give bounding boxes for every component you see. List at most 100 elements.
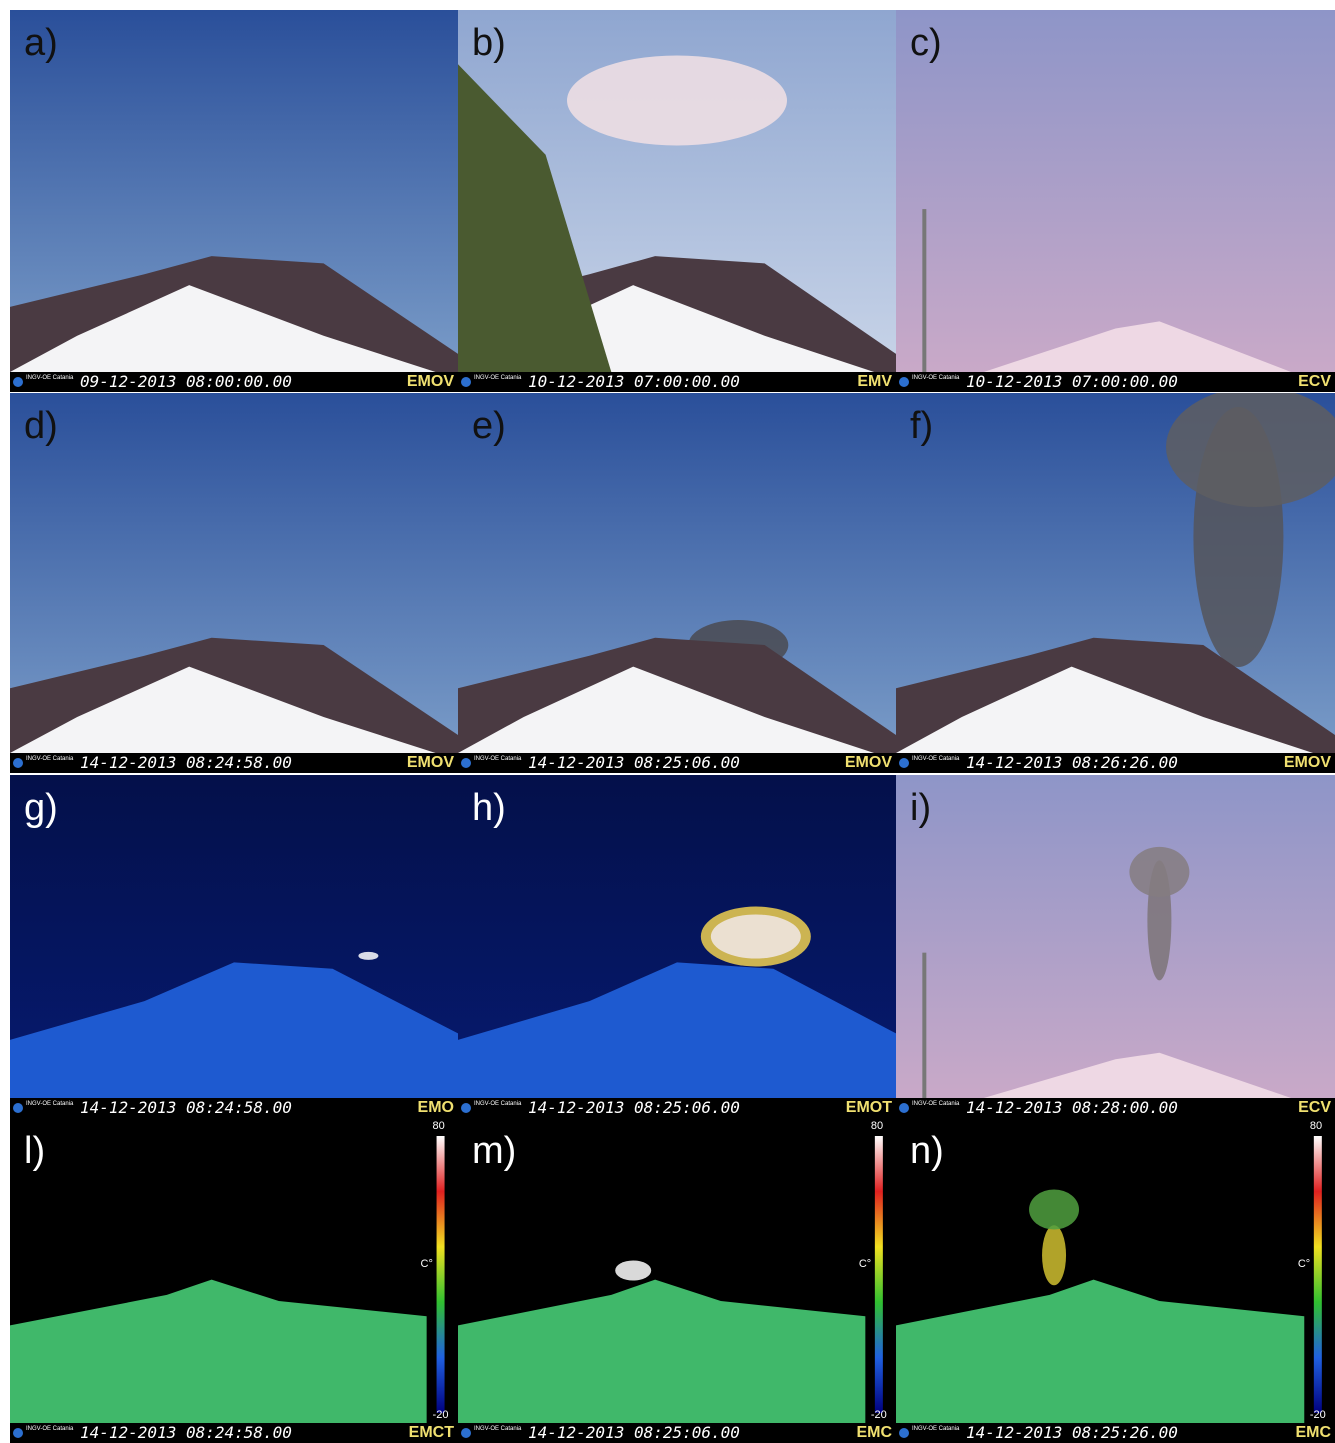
camera-code: EMC [856,1423,892,1443]
plume [1042,1225,1066,1285]
timestamp: 14-12-2013 08:28:00.00 [966,1098,1178,1118]
plume [711,915,801,959]
scene [458,1118,896,1423]
timestamp-bar: INGV-OE Catania10-12-2013 07:00:00.00ECV [896,372,1335,392]
logo: INGV-OE Catania [26,1426,56,1433]
timestamp-bar: INGV-OE Catania 14-12-2013 08:24:58.00 EMO… [10,753,458,773]
timestamp-bar: INGV-OE Catania14-12-2013 08:24:58.00EMC… [10,1423,458,1443]
timestamp-bar: INGV-OE Catania 14-12-2013 08:28:00.00 ECV [896,1098,1335,1118]
camera-code: EMOV [407,372,454,392]
panel-label: l) [24,1130,45,1173]
logo-icon [899,758,909,768]
logo-icon [13,1428,23,1438]
logo: INGV-OE Catania [26,756,56,763]
camera-code: ECV [1298,1098,1331,1118]
camera-code: EMOV [845,753,892,773]
logo-icon [899,377,909,387]
panel-label: i) [910,787,931,830]
panel-label: h) [472,787,506,830]
plume [1129,847,1189,897]
scene [896,393,1335,753]
sky [896,10,1335,372]
colorbar [1314,1136,1322,1413]
logo: INGV-OE Catania [912,1101,942,1108]
image-panel: a) INGV-OE Catania 09-12-2013 08:00:00.00 E… [10,10,458,392]
image-panel: h) INGV-OE Catania 14-12-2013 08:25:06.00 E… [458,775,896,1118]
logo: INGV-OE Catania [912,1426,942,1433]
timestamp: 14-12-2013 08:25:06.00 [528,753,740,773]
panel-label: e) [472,405,506,448]
timestamp: 14-12-2013 08:24:58.00 [80,753,292,773]
timestamp-bar: INGV-OE Catania 14-12-2013 08:25:06.00 EMC [458,1423,896,1443]
colorbar [437,1136,445,1413]
logo-icon [13,758,23,768]
scene [10,393,458,753]
timestamp: 10-12-2013 07:00:00.00 [966,372,1178,392]
image-panel: 80 C° -20 n) INGV-OE Catania 14-12-2013 08:25… [896,1118,1335,1443]
timestamp: 14-12-2013 08:24:58.00 [80,1098,292,1118]
colorbar-max: 80 [871,1120,883,1132]
logo: INGV-OE Catania [474,1101,504,1108]
timestamp: 09-12-2013 08:00:00.00 [80,372,292,392]
timestamp-bar: INGV-OE Catania14-12-2013 08:26:26.00EMO… [896,753,1335,773]
colorbar-max: 80 [433,1120,445,1132]
panel-label: d) [24,405,58,448]
colorbar-min: -20 [433,1409,449,1421]
logo: INGV-OE Catania [26,375,56,382]
logo: INGV-OE Catania [912,375,942,382]
logo-icon [461,1103,471,1113]
panel-label: g) [24,787,58,830]
scene [896,775,1335,1098]
colorbar-unit: C° [421,1258,433,1270]
logo-icon [461,758,471,768]
timestamp: 14-12-2013 08:25:06.00 [528,1098,740,1118]
scene [10,10,458,372]
panel-label: f) [910,405,933,448]
colorbar-unit: C° [859,1258,871,1270]
scene [896,10,1335,372]
camera-code: EMOT [846,1098,892,1118]
timestamp: 14-12-2013 08:25:26.00 [966,1423,1178,1443]
scene [458,10,896,372]
sky [896,775,1335,1098]
logo-icon [899,1103,909,1113]
camera-code: EMO [418,1098,454,1118]
scene [458,775,896,1098]
colorbar [875,1136,883,1413]
plume [567,56,787,146]
camera-code: EMOV [1284,753,1331,773]
image-panel: d) INGV-OE Catania 14-12-2013 08:24:58.00 E… [10,393,458,773]
camera-code: EMCT [409,1423,454,1443]
logo-icon [13,377,23,387]
scene [10,1118,458,1423]
image-panel: i) INGV-OE Catania 14-12-2013 08:28:00.00 E… [896,775,1335,1118]
logo-icon [461,377,471,387]
timestamp-bar: INGV-OE Catania 14-12-2013 08:25:06.00 EMO… [458,1098,896,1118]
panel-label: a) [24,22,58,65]
plume [1029,1190,1079,1230]
logo-icon [13,1103,23,1113]
panel-label: n) [910,1130,944,1173]
logo-icon [899,1428,909,1438]
mast [922,953,926,1098]
timestamp-bar: INGV-OE Catania 09-12-2013 08:00:00.00 EMO… [10,372,458,392]
timestamp: 14-12-2013 08:25:06.00 [528,1423,740,1443]
logo: INGV-OE Catania [912,756,942,763]
plume [358,952,378,960]
scene [458,393,896,753]
colorbar-unit: C° [1298,1258,1310,1270]
colorbar-min: -20 [1310,1409,1326,1421]
logo: INGV-OE Catania [474,1426,504,1433]
logo-icon [461,1428,471,1438]
camera-code: EMOV [407,753,454,773]
colorbar-max: 80 [1310,1120,1322,1132]
